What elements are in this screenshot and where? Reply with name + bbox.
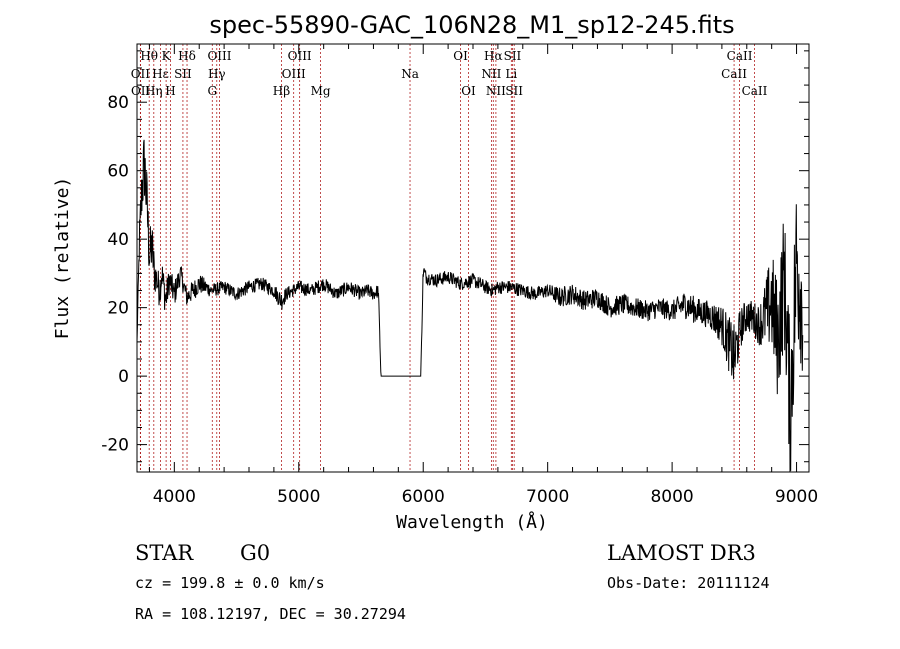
- survey-name: LAMOST DR3: [607, 541, 756, 565]
- spectral-line-label: Hβ: [273, 84, 290, 98]
- spectral-line-label: H: [165, 84, 175, 98]
- y-tick-label: -20: [101, 436, 129, 456]
- y-tick-label: 40: [107, 230, 129, 250]
- spectral-line-label: SII: [174, 67, 192, 81]
- observation-date: Obs-Date: 20111124: [607, 574, 770, 592]
- coordinates: RA = 108.12197, DEC = 30.27294: [135, 605, 406, 623]
- y-tick-label: 80: [107, 93, 129, 113]
- spectral-line-label: CaII: [727, 49, 753, 63]
- y-tick-label: 20: [107, 299, 129, 319]
- spectral-line-label: CaII: [721, 67, 747, 81]
- spectral-line-label: OIII: [207, 49, 231, 63]
- spectral-line-label: OIII: [288, 49, 312, 63]
- y-axis-label: Flux (relative): [52, 177, 73, 340]
- x-tick-label: 5000: [277, 487, 320, 507]
- spectral-line-label: OII: [131, 84, 151, 98]
- plot-frame: [136, 43, 810, 473]
- spectral-line-label: Hε: [152, 67, 169, 81]
- spectral-line-label: CaII: [742, 84, 768, 98]
- spectral-line-label: SII: [505, 84, 523, 98]
- redshift-velocity: cz = 199.8 ± 0.0 km/s: [135, 574, 325, 592]
- spectral-line-labels: HθOIIOIIHηHεKHSIIHδGHγOIIIHβOIIIOIIIMgNa…: [131, 49, 768, 98]
- spectral-line-label: NII: [481, 67, 501, 81]
- spectral-line-label: Hδ: [178, 49, 196, 63]
- x-tick-label: 4000: [153, 487, 196, 507]
- y-tick-label: 0: [118, 367, 129, 387]
- info-panel: STAR G0 LAMOST DR3 cz = 199.8 ± 0.0 km/s…: [135, 541, 770, 623]
- x-axis-label: Wavelength (Å): [396, 511, 548, 533]
- x-tick-label: 6000: [402, 487, 445, 507]
- spectral-line-label: K: [162, 49, 172, 63]
- x-tick-label: 7000: [526, 487, 569, 507]
- spectral-line-label: SII: [504, 49, 522, 63]
- spectral-line-label: OI: [453, 49, 468, 63]
- spectral-line-label: Na: [401, 67, 419, 81]
- spectral-line-label: G: [207, 84, 217, 98]
- spectral-line-label: NII: [486, 84, 506, 98]
- spectrum-series-line: [136, 139, 804, 473]
- x-tick-label: 9000: [775, 487, 818, 507]
- spectral-line-label: OIII: [282, 67, 306, 81]
- spectral-line-label: Li: [505, 67, 517, 81]
- spectral-line-label: Hθ: [140, 49, 158, 63]
- spectral-line-markers: [139, 44, 755, 472]
- object-subclass: G0: [240, 541, 270, 565]
- chart-title: spec-55890-GAC_106N28_M1_sp12-245.fits: [209, 11, 734, 39]
- object-class: STAR: [135, 541, 194, 565]
- spectral-line-label: Hη: [145, 84, 163, 98]
- y-axis-ticks: -20 0 20 40 60 80: [101, 50, 809, 463]
- spectral-line-label: OII: [131, 67, 151, 81]
- spectral-line-label: Mg: [311, 84, 331, 98]
- x-axis-ticks: 4000 5000 6000 7000 8000 9000: [148, 44, 818, 507]
- x-tick-label: 8000: [650, 487, 693, 507]
- y-tick-label: 60: [107, 162, 129, 182]
- spectral-line-label: Hγ: [208, 67, 226, 81]
- spectral-line-label: Hα: [484, 49, 503, 63]
- spectral-line-label: OI: [461, 84, 476, 98]
